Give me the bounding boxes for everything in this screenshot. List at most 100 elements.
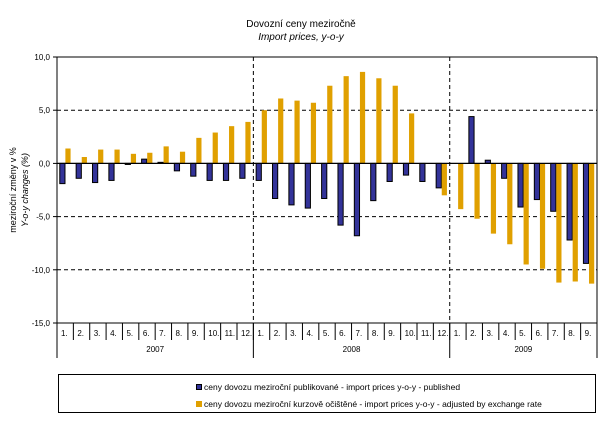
bar-adjusted: [163, 146, 169, 164]
bar-published: [108, 162, 115, 181]
bar-adjusted: [98, 149, 104, 164]
bar-published: [550, 162, 557, 212]
year-label: 2008: [343, 345, 361, 354]
bar-adjusted: [441, 163, 447, 196]
bar-adjusted: [327, 85, 333, 164]
month-label: 12.: [241, 329, 252, 338]
bar-adjusted: [392, 85, 398, 164]
year-label: 2009: [514, 345, 532, 354]
month-label: 8.: [372, 329, 379, 338]
y-tick-label: 0,0: [39, 159, 51, 168]
bar-published: [566, 162, 573, 241]
bar-adjusted: [359, 71, 366, 164]
bar-adjusted: [409, 113, 415, 164]
legend-item-published: ceny dovozu meziroční publikované - impo…: [196, 382, 460, 392]
legend: ceny dovozu meziroční publikované - impo…: [58, 374, 596, 413]
bar-adjusted: [278, 98, 284, 164]
bar-adjusted: [245, 121, 251, 164]
bar-published: [173, 162, 181, 172]
month-label: 9.: [192, 329, 199, 338]
bar-published: [435, 162, 442, 189]
bar-adjusted: [147, 152, 153, 164]
month-label: 3.: [94, 329, 101, 338]
bar-published: [337, 162, 344, 226]
bar-published: [75, 162, 82, 179]
month-label: 6.: [536, 329, 543, 338]
bar-adjusted: [261, 110, 267, 164]
bar-adjusted: [458, 163, 464, 210]
month-label: 7.: [159, 329, 166, 338]
month-label: 7.: [552, 329, 559, 338]
bar-adjusted: [523, 163, 529, 265]
legend-label-published: ceny dovozu meziroční publikované - impo…: [204, 382, 461, 392]
bar-adjusted: [310, 102, 317, 164]
bar-published: [370, 162, 377, 202]
month-label: 2.: [274, 329, 281, 338]
bar-adjusted: [490, 163, 497, 234]
month-label: 8.: [176, 329, 183, 338]
bar-published: [190, 162, 197, 177]
bar-adjusted: [507, 163, 513, 245]
month-label: 1.: [454, 329, 461, 338]
bar-adjusted: [556, 163, 562, 283]
bar-adjusted: [212, 132, 218, 164]
bar-published: [419, 162, 426, 182]
bar-published: [402, 162, 410, 176]
y-tick-label: -5,0: [36, 213, 50, 222]
month-label: 6.: [339, 329, 346, 338]
legend-swatch-adjusted: [196, 401, 202, 407]
month-label: 12.: [437, 329, 448, 338]
bar-published: [272, 162, 279, 200]
bar-published: [468, 116, 475, 164]
month-label: 11.: [421, 329, 432, 338]
month-label: 1.: [257, 329, 264, 338]
bar-adjusted: [376, 78, 382, 164]
y-tick-label: -15,0: [32, 319, 51, 328]
bar-published: [517, 162, 524, 208]
bar-adjusted: [229, 126, 235, 164]
y-axis-title-cz: meziroční změny v %: [8, 147, 18, 233]
chart-title-block: Dovozní ceny meziročně Import prices, y-…: [0, 18, 602, 44]
legend-swatch-published: [196, 384, 202, 390]
y-tick-label: 5,0: [39, 106, 51, 115]
bar-published: [288, 162, 295, 206]
bar-adjusted: [589, 163, 595, 284]
bar-adjusted: [474, 163, 480, 219]
bar-published: [533, 162, 541, 201]
bar-published: [304, 162, 311, 209]
bar-adjusted: [539, 163, 546, 269]
month-label: 9.: [388, 329, 395, 338]
month-label: 2.: [77, 329, 84, 338]
bar-published: [222, 162, 230, 181]
y-axis-title-en: Y-o-y changes (%): [20, 153, 30, 227]
month-label: 5.: [126, 329, 133, 338]
month-label: 4.: [110, 329, 117, 338]
month-label: 9.: [585, 329, 592, 338]
bar-published: [92, 162, 99, 184]
bar-published: [321, 162, 328, 200]
bar-adjusted: [114, 149, 120, 164]
month-label: 4.: [306, 329, 313, 338]
y-tick-label: -10,0: [32, 266, 51, 275]
month-label: 3.: [290, 329, 297, 338]
bar-adjusted: [130, 153, 137, 164]
month-label: 11.: [225, 329, 236, 338]
bar-adjusted: [572, 163, 578, 282]
month-label: 5.: [519, 329, 526, 338]
bar-adjusted: [343, 76, 349, 164]
bar-published: [239, 162, 246, 179]
bar-published: [386, 162, 393, 182]
chart-title: Dovozní ceny meziročně: [246, 19, 356, 30]
bar-published: [206, 162, 213, 181]
month-label: 3.: [486, 329, 493, 338]
month-label: 2.: [470, 329, 477, 338]
legend-label-adjusted: ceny dovozu meziroční kurzově očištěné -…: [204, 399, 542, 409]
bar-adjusted: [294, 100, 300, 164]
bar-published: [501, 162, 508, 179]
bar-adjusted: [179, 151, 186, 164]
month-label: 10.: [405, 329, 416, 338]
year-label: 2007: [146, 345, 164, 354]
month-label: 1.: [61, 329, 68, 338]
month-label: 10.: [208, 329, 219, 338]
